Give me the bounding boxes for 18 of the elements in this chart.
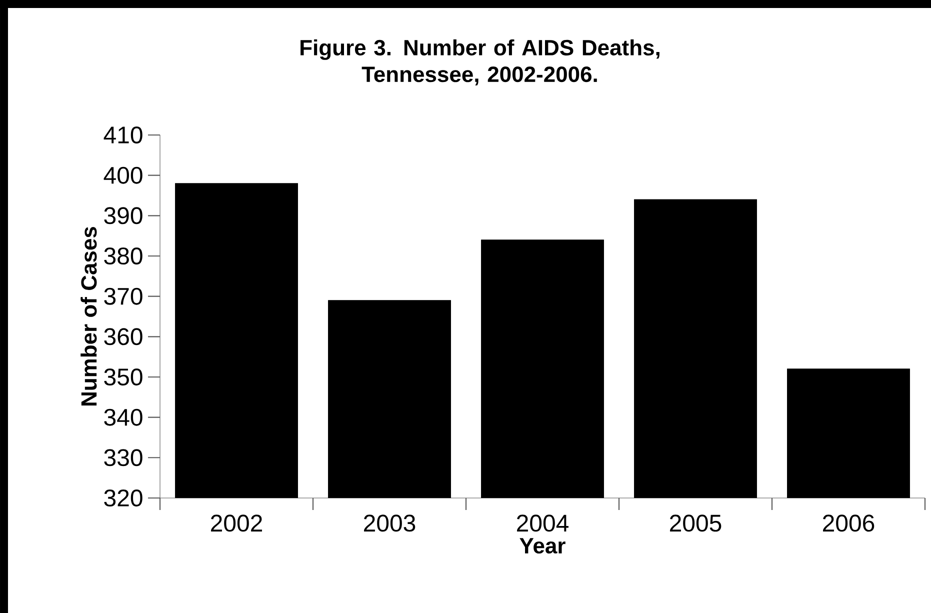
y-tick-label: 320	[104, 489, 142, 506]
y-tick-label: 340	[104, 408, 142, 426]
y-axis-title: Number of Cases	[80, 226, 97, 406]
y-tick-label: 400	[104, 166, 142, 184]
y-tick-label: 390	[104, 207, 142, 224]
x-tick-label: 2003	[364, 514, 416, 532]
y-tick-label: 410	[104, 126, 142, 144]
y-tick-label: 380	[104, 247, 142, 264]
x-tick-label: 2002	[211, 514, 262, 532]
x-tick-label: 2005	[670, 514, 722, 532]
x-tick-label: 2004	[517, 514, 568, 532]
y-tick-label: 370	[104, 288, 142, 305]
x-tick-label: 2006	[823, 514, 874, 532]
chart-title: Figure 3. Number of AIDS Deaths, Tennessee, 2002-2006.	[300, 39, 660, 86]
y-tick-label: 330	[104, 449, 142, 466]
y-tick-label: 350	[104, 368, 142, 386]
x-axis-title: Year	[520, 538, 566, 554]
y-tick-label: 360	[104, 328, 142, 346]
